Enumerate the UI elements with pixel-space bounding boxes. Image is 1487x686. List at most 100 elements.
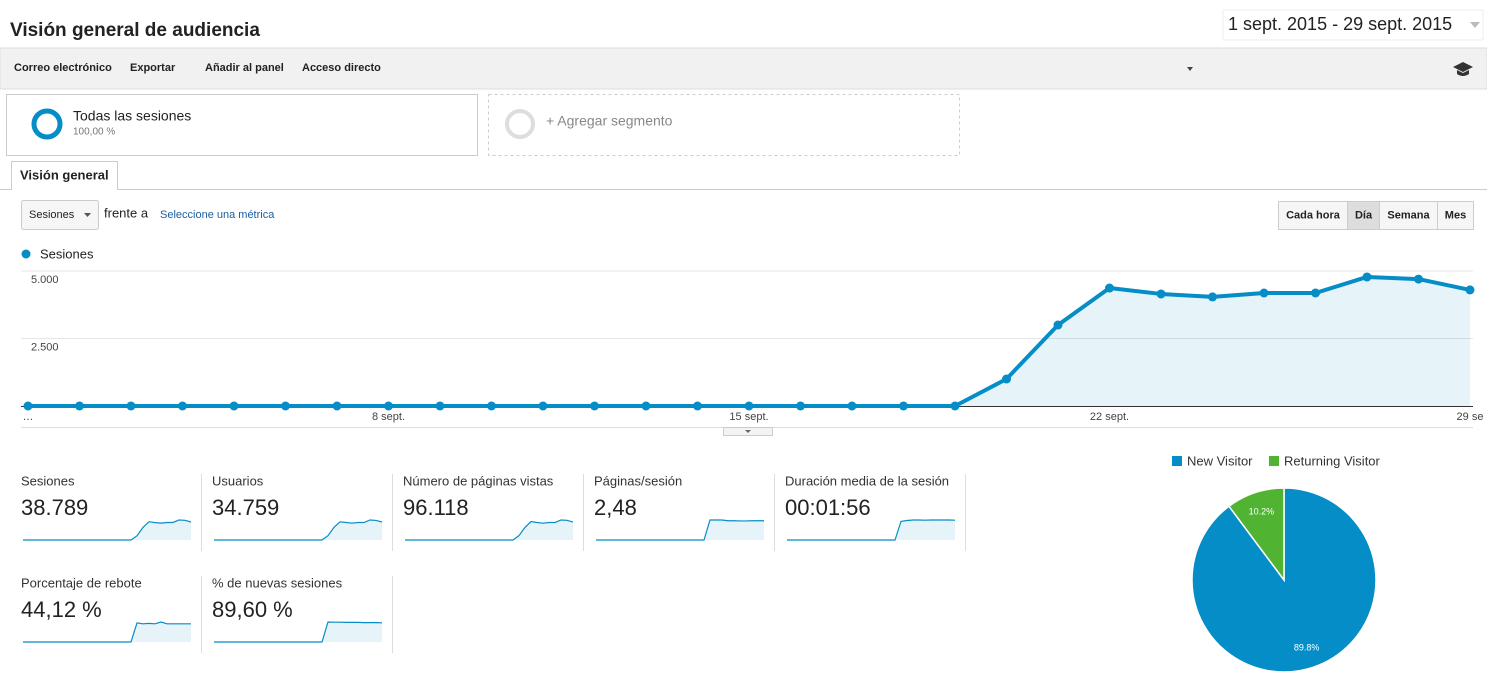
metric-label: % de nuevas sesiones [212,575,343,590]
legend-dot [21,249,31,259]
data-point[interactable] [899,401,908,411]
metric-label: Sesiones [21,473,75,488]
metric-label: Usuarios [212,473,264,488]
tab-label[interactable]: Visión general [20,167,109,182]
sparkline [23,621,191,643]
sparkline [405,519,574,541]
add-segment[interactable]: + Agregar segmento [546,113,673,129]
metric-value: 89,60 % [212,597,293,622]
export-arrow [1187,67,1193,71]
data-point[interactable] [590,401,599,411]
data-point[interactable] [1465,285,1475,295]
data-point[interactable] [1208,292,1217,302]
data-point[interactable] [384,401,393,411]
data-point[interactable] [126,401,136,411]
granularity-label[interactable]: Día [1355,209,1373,221]
y-tick-label: 2.500 [31,341,59,353]
data-point[interactable] [178,401,187,411]
metric-select[interactable] [21,200,99,230]
segment-card[interactable] [6,94,478,156]
sparkline [787,519,956,541]
data-point[interactable] [1259,288,1269,298]
date-picker[interactable] [1222,9,1484,41]
pie-chart: 89.8% 10.2% New Visitor Returning Visitor [1172,453,1381,673]
toolbar-item[interactable]: Añadir al panel [205,62,284,74]
data-point[interactable] [1105,283,1114,293]
data-point[interactable] [1414,274,1423,284]
data-point[interactable] [435,401,445,411]
granularity-label[interactable]: Cada hora [1286,209,1341,221]
metric-value: 44,12 % [21,597,102,622]
add-segment-card[interactable] [488,94,960,156]
toolbar-item[interactable]: Acceso directo [302,62,381,74]
pie-slice[interactable] [1227,487,1285,583]
sparkline-area [23,622,191,642]
data-point[interactable] [229,401,239,411]
data-point[interactable] [1002,374,1011,384]
help-icon[interactable] [1453,62,1473,76]
line-chart: 2.500 5.000 … 8 sept. 15 sept. 22 sept. 29 se [21,270,1483,423]
metric-value: 34.759 [212,495,279,520]
metric-select-label[interactable]: Sesiones [29,209,75,221]
data-point[interactable] [641,401,651,411]
granularity-button[interactable] [1347,201,1380,230]
legend-label: Sesiones [40,246,94,261]
sparkline-area [23,520,191,540]
toolbar-item[interactable]: Exportar [130,62,176,74]
cap-top [1453,62,1473,72]
granularity-label[interactable]: Semana [1387,209,1430,221]
toolbar-item[interactable]: Correo electrónico [14,62,112,74]
data-point[interactable] [332,401,342,411]
data-point[interactable] [1362,272,1372,282]
legend-swatch [1172,456,1182,466]
sparkline [214,519,383,541]
granularity-button[interactable] [1278,201,1348,230]
data-point[interactable] [693,401,702,411]
metric-link[interactable]: Seleccione una métrica [160,209,275,221]
granularity-group: Cada hora Día Semana Mes [1278,201,1474,230]
metric-label: Porcentaje de rebote [21,575,142,590]
sparkline-area [214,520,382,540]
granularity-button[interactable] [1437,201,1474,230]
data-point[interactable] [538,401,548,411]
toolbar [0,47,1487,90]
legend-label: New Visitor [1187,453,1253,468]
segment-name: Todas las sesiones [73,108,191,124]
metric-value: 38.789 [21,495,88,520]
data-point[interactable] [75,401,84,411]
data-point[interactable] [1053,320,1063,330]
versus-label: frente a [104,205,149,220]
metric-label: Páginas/sesión [594,473,682,488]
x-tick-label: 22 sept. [1090,411,1129,423]
add-segment-icon [505,109,535,139]
data-point[interactable] [744,401,754,411]
x-tick-label: … [23,411,34,423]
segment-icon [31,108,63,140]
data-point[interactable] [796,401,805,411]
legend-swatch [1269,456,1279,466]
sparkline [23,519,192,541]
data-point[interactable] [950,401,960,411]
granularity-label[interactable]: Mes [1445,209,1466,221]
data-point[interactable] [23,401,33,411]
tab[interactable] [11,161,118,190]
segment-share: 100,00 % [73,127,115,138]
x-tick-label: 15 sept. [729,411,768,423]
series-area [28,276,1470,406]
select-arrow [84,213,91,217]
data-point[interactable] [487,401,496,411]
metric-value: 96.118 [403,495,469,520]
sparkline [596,519,764,541]
data-point[interactable] [847,401,857,411]
metrics: Sesiones 38.789 Usuarios 34.759 Número de pá… [21,473,966,653]
date-range[interactable]: 1 sept. 2015 - 29 sept. 2015 [1228,14,1452,34]
data-point[interactable] [1156,289,1166,299]
pie-value-label: 89.8% [1294,642,1320,652]
metric-value: 00:01:56 [785,495,871,520]
granularity-button[interactable] [1379,201,1438,230]
data-point[interactable] [281,401,290,411]
sparkline-area [596,520,764,540]
data-point[interactable] [1311,288,1320,298]
legend-label: Returning Visitor [1284,453,1381,468]
